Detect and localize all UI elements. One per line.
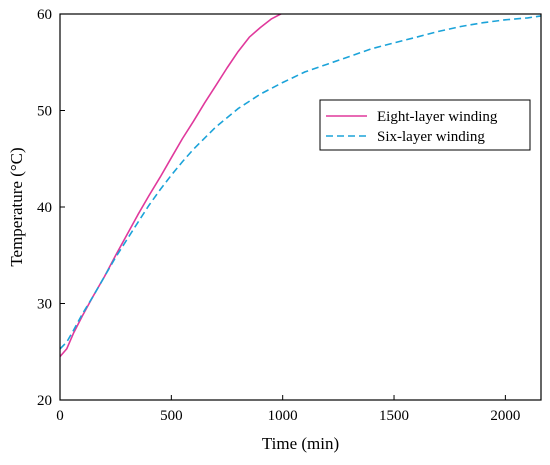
plot-area [60,14,541,358]
x-tick-label: 2000 [490,408,520,424]
x-tick-label: 1000 [268,408,298,424]
x-axis-title: Time (min) [262,434,339,453]
legend: Eight-layer winding Six-layer winding [319,99,531,151]
x-tick-label: 500 [160,408,183,424]
series-line-2 [60,15,541,350]
y-tick-label: 40 [37,200,52,216]
x-tick-label: 0 [56,408,64,424]
y-tick-label: 60 [37,7,52,23]
legend-label-1: Eight-layer winding [377,109,498,125]
plot-frame [59,13,542,401]
y-tick-label: 50 [37,104,52,120]
series-line-1 [60,14,283,358]
axes: 0 500 1000 1500 2000 20 30 40 50 60 [37,7,542,424]
y-tick-label: 20 [37,393,52,409]
x-tick-label: 1500 [379,408,409,424]
legend-label-2: Six-layer winding [377,129,485,145]
y-axis-title: Temperature (°C) [7,147,26,266]
legend-box [319,99,531,151]
y-tick-label: 30 [37,297,52,313]
